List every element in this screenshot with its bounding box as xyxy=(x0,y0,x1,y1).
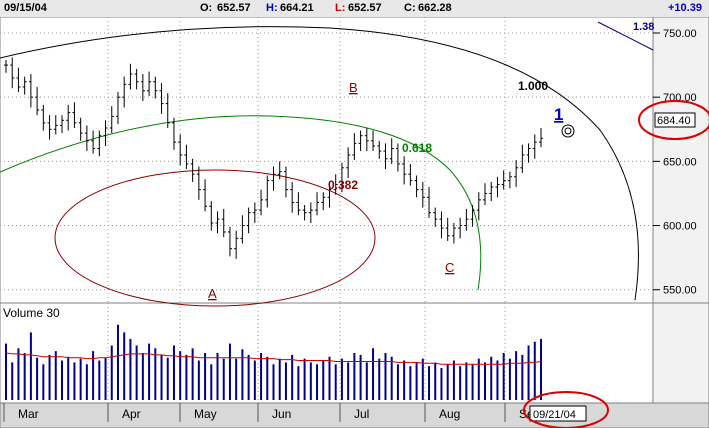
open-label: O: xyxy=(200,2,213,14)
change-value: +10.39 xyxy=(668,2,702,14)
wave-label-a: A xyxy=(208,286,217,301)
low-label: L: xyxy=(335,2,346,14)
high-value: 664.21 xyxy=(280,2,314,14)
volume-label: Volume 30 xyxy=(3,306,60,320)
fib-arc-0-382 xyxy=(54,169,376,307)
date-highlight-circle xyxy=(523,391,609,428)
volume-panel xyxy=(0,302,654,404)
price-axis-panel xyxy=(652,17,709,304)
month-label: Aug xyxy=(439,407,460,421)
price-panel xyxy=(0,17,654,304)
wave-label-b: B xyxy=(349,80,358,95)
month-label: Mar xyxy=(18,407,39,421)
price-highlight-circle xyxy=(638,100,709,140)
ohlc-header: 09/15/04 O: 652.57 H: 664.21 L: 652.57 C… xyxy=(0,0,709,17)
price-tag-box xyxy=(654,112,696,128)
target-marker xyxy=(561,124,575,138)
y-tick-label: 650.00 xyxy=(663,156,697,168)
date-box-text: 09/21/04 xyxy=(533,409,576,421)
month-label: Jun xyxy=(272,407,291,421)
y-tick-label: 750.00 xyxy=(663,28,697,40)
close-label: C: xyxy=(404,2,416,14)
volume-axis-panel xyxy=(652,302,709,404)
date-box xyxy=(529,405,587,422)
volume-grid xyxy=(107,303,506,403)
wave-label-c: C xyxy=(445,260,454,275)
price-tag: 684.40 xyxy=(657,115,691,127)
trendline xyxy=(597,21,654,51)
volume-moving-average xyxy=(5,352,542,365)
fib-label-0-618: 0.618 xyxy=(402,141,432,155)
corner-label: 1.38 xyxy=(633,21,654,33)
header-date: 09/15/04 xyxy=(4,2,47,14)
low-value: 652.57 xyxy=(348,2,382,14)
month-label: May xyxy=(194,407,217,421)
volume-bars xyxy=(5,324,542,400)
price-bars xyxy=(4,57,543,259)
month-label: Jul xyxy=(354,407,369,421)
target-label: 1 xyxy=(554,105,563,124)
high-label: H: xyxy=(266,2,278,14)
y-tick-label: 550.00 xyxy=(663,285,697,297)
y-tick-label: 600.00 xyxy=(663,221,697,233)
fib-arc-1-000 xyxy=(0,26,639,301)
price-grid xyxy=(0,17,653,303)
close-value: 662.28 xyxy=(418,2,452,14)
open-value: 652.57 xyxy=(217,2,251,14)
month-label: Apr xyxy=(122,407,141,421)
fib-label-0-382: 0.382 xyxy=(328,178,358,192)
fib-arc-0-618 xyxy=(0,115,482,291)
target-marker-inner xyxy=(564,127,572,135)
fib-label-1-000: 1.000 xyxy=(518,79,548,93)
